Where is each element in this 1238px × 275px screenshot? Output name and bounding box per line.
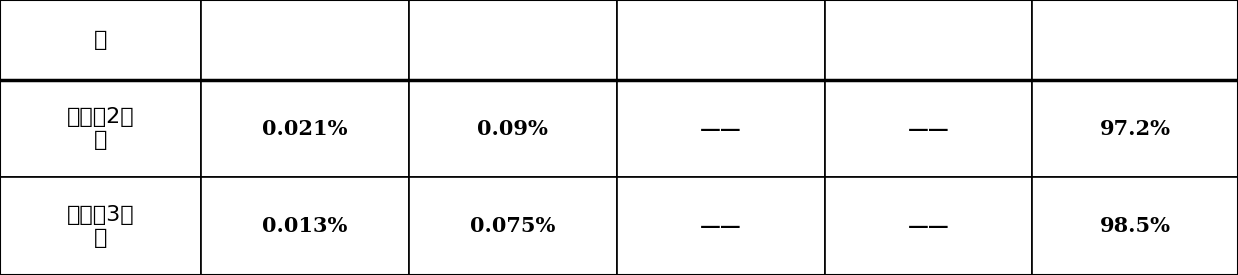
Bar (1032, 177, 1238, 275)
Bar (409, 177, 617, 275)
Bar (0, 177, 201, 275)
Text: 98.5%: 98.5% (1099, 216, 1171, 236)
Bar (617, 0, 825, 80)
Bar (1032, 0, 1238, 80)
Bar (0, 0, 201, 80)
Bar (201, 0, 409, 80)
Text: ——: —— (699, 119, 742, 139)
Bar (825, 177, 1032, 275)
Bar (201, 177, 409, 275)
Text: ——: —— (907, 119, 950, 139)
Bar (0, 80, 201, 177)
Text: ——: —— (907, 216, 950, 236)
Text: 0.09%: 0.09% (477, 119, 548, 139)
Bar (617, 80, 825, 177)
Text: 实施例3成
品: 实施例3成 品 (67, 205, 134, 248)
Bar (409, 0, 617, 80)
Bar (201, 80, 409, 177)
Text: 0.021%: 0.021% (261, 119, 348, 139)
Bar (409, 80, 617, 177)
Text: 实施例2成
品: 实施例2成 品 (67, 107, 134, 150)
Bar (1032, 80, 1238, 177)
Text: 0.013%: 0.013% (262, 216, 347, 236)
Text: 0.075%: 0.075% (470, 216, 555, 236)
Bar (617, 177, 825, 275)
Bar (825, 80, 1032, 177)
Text: 97.2%: 97.2% (1099, 119, 1171, 139)
Text: ——: —— (699, 216, 742, 236)
Text: 品: 品 (94, 30, 106, 50)
Bar (825, 0, 1032, 80)
